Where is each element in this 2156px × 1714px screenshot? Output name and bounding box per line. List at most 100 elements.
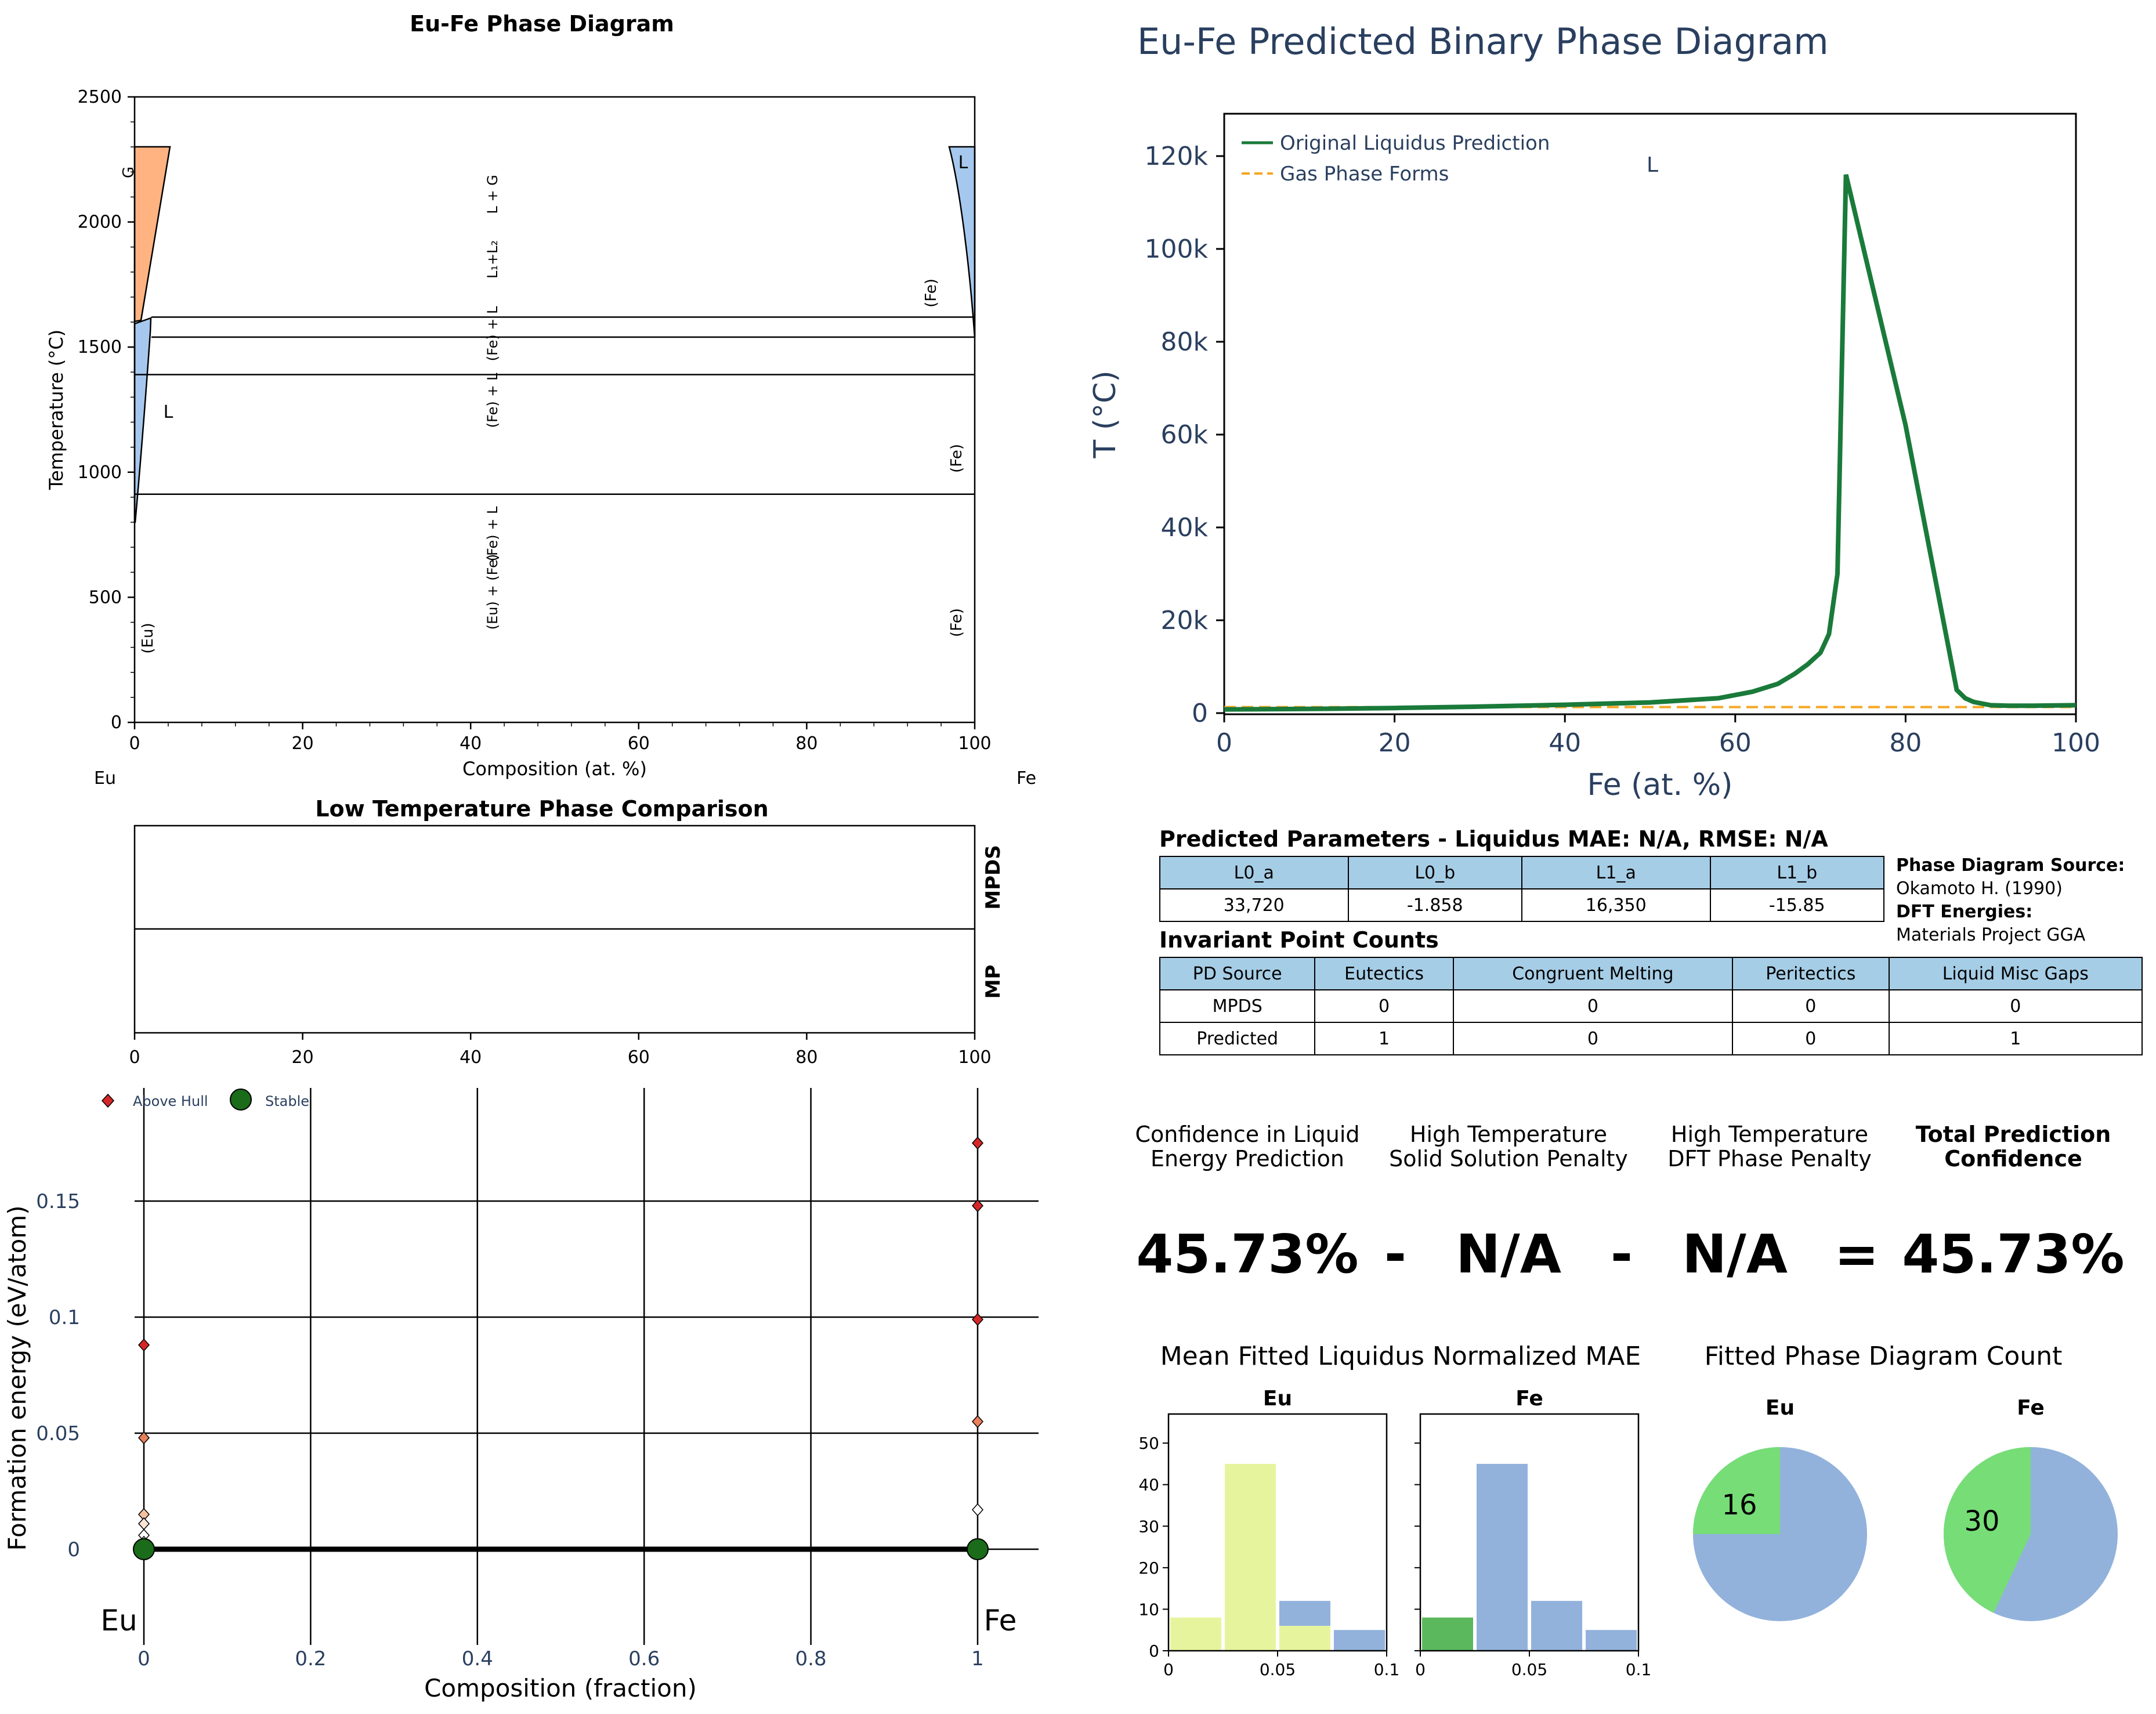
x-tick-label: 1 — [971, 1647, 984, 1670]
y-tick-label: 0.15 — [36, 1190, 80, 1213]
y-tick-label: 0.05 — [36, 1422, 80, 1445]
gas-region — [133, 146, 171, 323]
low-temp-x-ticks: 0 20 40 60 80 100 — [129, 1033, 992, 1068]
pie-slice-green — [1693, 1447, 1780, 1534]
region-label-fe-3: (Fe) — [948, 608, 965, 637]
histogram-bar — [1279, 1626, 1330, 1651]
mae-panel-fe: 0 0.05 0.1 — [1415, 1413, 1651, 1679]
invariants-cell: 0 — [1888, 989, 2143, 1023]
above-hull-point — [971, 1312, 984, 1326]
above-hull-point — [971, 1199, 984, 1213]
invariants-cell: 0 — [1314, 989, 1454, 1023]
x-tick-label: 40 — [460, 1047, 482, 1068]
x-tick-label: 60 — [628, 733, 650, 754]
y-tick-label: 1500 — [78, 337, 122, 357]
stable-point — [967, 1538, 989, 1560]
params-value: -15.85 — [1709, 888, 1885, 922]
above-hull-point — [138, 1517, 150, 1531]
pie-slice-green — [1944, 1447, 2031, 1613]
x-tick-label: 100 — [2052, 728, 2100, 758]
x-tick-label: 100 — [958, 1047, 991, 1068]
histogram-bar — [1170, 1617, 1221, 1651]
x-tick-label: 0 — [129, 733, 140, 754]
low-temp-row-mp: MP — [982, 965, 1005, 999]
y-tick-label: 10 — [1138, 1600, 1159, 1619]
hull-xlabel: Composition (fraction) — [424, 1674, 697, 1702]
histogram-bar — [1531, 1601, 1582, 1651]
hull-chart: Above Hull Stable 0 0.2 0.4 0.6 0.8 1 0 0.05 0.… — [3, 1088, 1039, 1702]
histogram-frame — [1419, 1413, 1640, 1652]
confidence-value-liquid: 45.73% — [1136, 1223, 1359, 1285]
region-label-fe-l-1: (Fe) + L — [484, 306, 501, 361]
phase-diagram-y-ticks: 0 500 1000 1500 2000 2500 — [78, 87, 135, 733]
phase-diagram-left-element: Eu — [94, 768, 116, 789]
x-tick-label: 20 — [292, 733, 314, 754]
y-tick-label: 0 — [67, 1538, 80, 1561]
low-temp-title: Low Temperature Phase Comparison — [315, 796, 768, 822]
params-table: L0_a L0_b L1_a L1_b 33,720 -1.858 16,350… — [1159, 856, 1885, 922]
confidence-value-dft: N/A — [1682, 1223, 1788, 1285]
x-tick-label: 100 — [958, 733, 991, 754]
x-tick-label: 0.4 — [462, 1647, 493, 1670]
x-tick-label: 60 — [628, 1047, 650, 1068]
x-tick-label: 0 — [129, 1047, 140, 1068]
low-temp-comparison: Low Temperature Phase Comparison MPDS MP… — [129, 796, 1005, 1068]
hull-right-element: Fe — [984, 1604, 1017, 1637]
x-tick-label: 40 — [460, 733, 482, 754]
pie-eu — [1693, 1447, 1867, 1621]
confidence-value-total: 45.73% — [1902, 1223, 2125, 1285]
confidence-label-text: Confidence in Liquid Energy Prediction — [1135, 1122, 1360, 1171]
phase-diagram-ylabel: Temperature (°C) — [45, 330, 67, 490]
eu-liquid-region — [133, 317, 152, 523]
x-tick-label: 0.8 — [795, 1647, 827, 1670]
hull-left-element: Eu — [100, 1604, 137, 1637]
histogram-bar — [1334, 1630, 1385, 1651]
x-tick-label: 0 — [1216, 728, 1232, 758]
above-hull-point — [971, 1503, 984, 1517]
params-value: 16,350 — [1521, 888, 1711, 922]
y-tick-label: 40 — [1138, 1476, 1159, 1495]
region-label-fe-l-2: (Fe) + L — [484, 373, 501, 428]
y-tick-label: 40k — [1161, 513, 1209, 543]
above-hull-point — [971, 1136, 984, 1150]
invariants-header: Congruent Melting — [1452, 957, 1733, 990]
invariants-cell: 0 — [1731, 1022, 1890, 1055]
phase-diagram-frame — [133, 96, 976, 724]
prediction-x-ticks: 0 20 40 60 80 100 — [1216, 714, 2100, 758]
invariants-cell: 1 — [1888, 1022, 2143, 1055]
pie-charts: Fitted Phase Diagram Count Eu Fe 16 30 — [1693, 1341, 2118, 1621]
legend-stable-label: Stable — [265, 1093, 309, 1109]
pie-eu-label: 16 — [1721, 1489, 1757, 1521]
region-label-l-g: L + G — [484, 175, 501, 214]
legend-above-hull-marker — [101, 1093, 115, 1108]
pie-title: Fitted Phase Diagram Count — [1705, 1341, 2063, 1371]
above-hull-point — [138, 1431, 150, 1445]
confidence-label-text: High Temperature DFT Phase Penalty — [1667, 1122, 1872, 1171]
legend-above-hull-label: Above Hull — [133, 1093, 208, 1109]
hull-x-ticks: 0 0.2 0.4 0.6 0.8 1 — [138, 1647, 984, 1670]
invariants-header: Liquid Misc Gaps — [1888, 957, 2143, 990]
region-label-eu-fe: (Eu) + (Fe) — [484, 554, 501, 630]
y-tick-label: 20k — [1161, 606, 1209, 635]
params-header: L0_b — [1347, 856, 1522, 889]
mae-histograms: Mean Fitted Liquidus Normalized MAE Eu F… — [1138, 1341, 1651, 1679]
confidence-label-text: Total Prediction Confidence — [1915, 1122, 2111, 1171]
pd-source-value: Okamoto H. (1990) — [1896, 878, 2063, 899]
prediction-chart: Eu-Fe Predicted Binary Phase Diagram 0 20… — [1088, 20, 2100, 802]
phase-diagram-title: Eu-Fe Phase Diagram — [410, 11, 674, 37]
y-tick-label: 120k — [1145, 142, 1209, 171]
invariants-cell: Predicted — [1159, 1022, 1316, 1055]
stable-point — [133, 1538, 155, 1560]
phase-diagram-right-element: Fe — [1016, 768, 1036, 789]
hull-points — [133, 1136, 989, 1560]
y-tick-label: 100k — [1145, 234, 1209, 264]
phase-diagram: Eu-Fe Phase Diagram 0 20 40 60 80 100 0 500 100… — [45, 11, 1036, 789]
confidence-value-solid: N/A — [1456, 1223, 1561, 1285]
fe-liquid-region — [948, 146, 976, 338]
pie-fe — [1944, 1447, 2118, 1621]
x-tick-label: 60 — [1719, 728, 1752, 758]
confidence-label-total: Total Prediction Confidence — [1897, 1122, 2129, 1171]
region-label-fe-1: (Fe) — [923, 279, 940, 308]
y-tick-label: 0.1 — [49, 1306, 80, 1329]
